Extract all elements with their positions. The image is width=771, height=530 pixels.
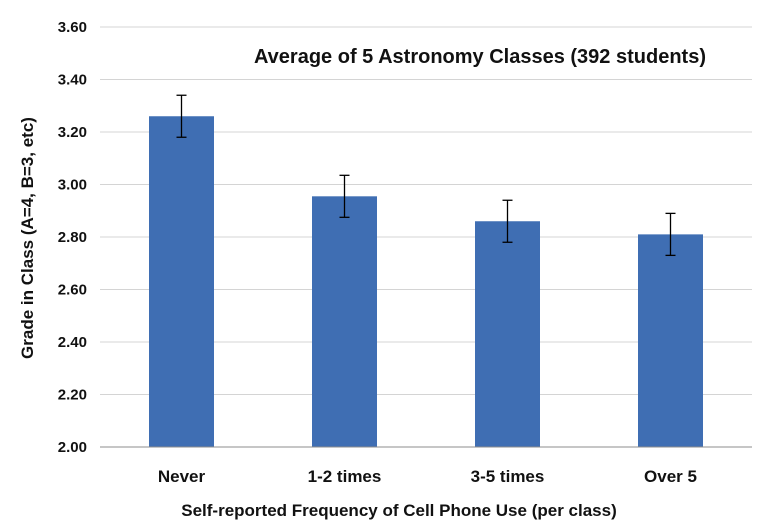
x-tick-labels: Never 1-2 times 3-5 times Over 5 xyxy=(158,467,697,486)
y-tick-label: 2.20 xyxy=(58,387,87,404)
y-tick-label: 2.00 xyxy=(58,439,87,456)
bars xyxy=(149,116,703,447)
bar-over-5 xyxy=(638,234,703,447)
y-tick-label: 3.20 xyxy=(58,124,87,141)
y-tick-label: 3.60 xyxy=(58,19,87,36)
x-tick-label: 3-5 times xyxy=(471,467,545,486)
y-tick-label: 3.40 xyxy=(58,72,87,89)
x-tick-label: Never xyxy=(158,467,206,486)
y-tick-labels: 2.00 2.20 2.40 2.60 2.80 3.00 3.20 3.40 3.60 xyxy=(58,19,87,456)
y-tick-label: 2.60 xyxy=(58,282,87,299)
bar-3-5-times xyxy=(475,221,540,447)
y-tick-label: 3.00 xyxy=(58,177,87,194)
y-axis-title: Grade in Class (A=4, B=3, etc) xyxy=(18,117,37,359)
chart-title: Average of 5 Astronomy Classes (392 stud… xyxy=(254,46,706,68)
x-tick-label: Over 5 xyxy=(644,467,697,486)
bar-never xyxy=(149,116,214,447)
y-tick-label: 2.80 xyxy=(58,229,87,246)
error-bar xyxy=(339,174,350,218)
error-bar xyxy=(665,212,676,257)
x-tick-label: 1-2 times xyxy=(308,467,382,486)
y-tick-label: 2.40 xyxy=(58,334,87,351)
bar-1-2-times xyxy=(312,196,377,447)
x-axis-title: Self-reported Frequency of Cell Phone Us… xyxy=(181,501,617,520)
error-bar xyxy=(176,94,187,138)
error-bars xyxy=(176,94,676,257)
error-bar xyxy=(502,199,513,243)
